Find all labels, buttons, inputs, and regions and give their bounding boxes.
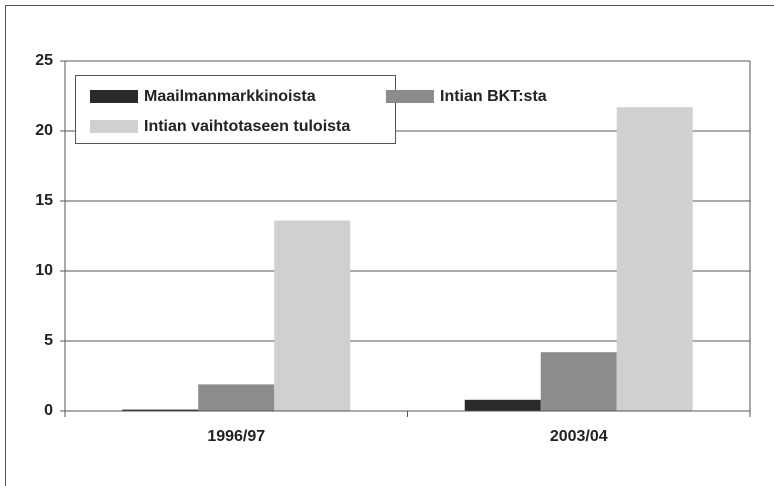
y-tick-label: 15 (35, 192, 53, 209)
legend-label: Intian BKT:sta (440, 88, 547, 105)
bar (198, 384, 275, 411)
bar (540, 352, 617, 411)
legend-swatch (90, 120, 138, 133)
bar (616, 107, 693, 411)
legend-swatch (386, 90, 434, 103)
bar (464, 399, 541, 411)
legend-label: Maailmanmarkkinoista (144, 88, 316, 105)
y-tick-label: 10 (35, 262, 53, 279)
bar (122, 409, 199, 411)
y-tick-label: 5 (44, 332, 53, 349)
bar (274, 220, 351, 411)
frame (5, 5, 774, 486)
y-tick-label: 0 (44, 402, 53, 419)
legend-swatch (90, 90, 138, 103)
x-tick-label: 2003/04 (550, 428, 608, 445)
legend-label: Intian vaihtotaseen tuloista (144, 118, 350, 135)
y-tick-label: 20 (35, 122, 53, 139)
y-tick-label: 25 (35, 52, 53, 69)
x-tick-label: 1996/97 (207, 428, 265, 445)
